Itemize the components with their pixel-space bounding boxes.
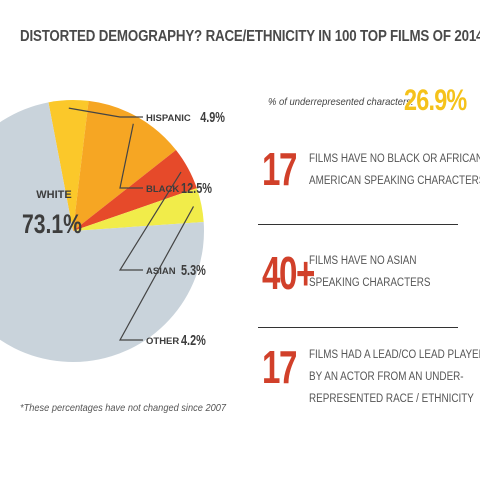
chart-title: DISTORTED DEMOGRAPHY? RACE/ETHNICITY IN … xyxy=(20,28,480,45)
leader-line-other xyxy=(118,206,195,341)
pie-slice-hispanic xyxy=(48,99,89,231)
underrepresented-value: 26.9% xyxy=(404,84,467,117)
label-asian: ASIAN xyxy=(146,266,176,277)
value-other: 4.2% xyxy=(181,332,206,349)
label-white: WHITE xyxy=(36,189,71,201)
divider-1 xyxy=(258,224,458,225)
stat-3-line-1: FILMS HAD A LEAD/CO LEAD PLAYED xyxy=(309,349,480,361)
stat-number-3: 17 xyxy=(262,341,297,393)
stat-1-line-2: AMERICAN SPEAKING CHARACTERS xyxy=(309,175,480,187)
stat-text-2: FILMS HAVE NO ASIAN SPEAKING CHARACTERS xyxy=(309,250,430,294)
pie-labels: HISPANIC 4.9% BLACK 12.5% ASIAN 5.3% OTHER 4.2%… xyxy=(22,109,225,349)
value-asian: 5.3% xyxy=(181,262,206,279)
value-hispanic: 4.9% xyxy=(200,109,225,126)
stat-3-line-3: REPRESENTED RACE / ETHNICITY xyxy=(309,393,474,405)
pie-slice-white xyxy=(0,102,205,362)
stat-3-line-2: BY AN ACTOR FROM AN UNDER- xyxy=(309,371,464,383)
label-black: BLACK xyxy=(146,184,179,195)
pie-slice-asian xyxy=(73,150,197,231)
value-white: 73.1% xyxy=(22,209,82,239)
stat-number-1: 17 xyxy=(262,143,297,195)
leader-line-black xyxy=(119,123,143,189)
underrepresented-label: % of underrepresented characters: xyxy=(268,96,414,108)
pie-slices xyxy=(0,99,205,362)
pie-slice-other xyxy=(73,188,204,231)
leader-line-asian xyxy=(118,171,182,271)
value-black: 12.5% xyxy=(181,180,212,197)
footnote: *These percentages have not changed sinc… xyxy=(20,402,227,414)
stat-2-line-2: SPEAKING CHARACTERS xyxy=(309,277,431,289)
leader-line-hispanic xyxy=(68,107,143,118)
stat-1-line-1: FILMS HAVE NO BLACK OR AFRICAN xyxy=(309,153,480,165)
stat-text-1: FILMS HAVE NO BLACK OR AFRICAN AMERICAN … xyxy=(309,148,480,192)
stat-number-2: 40+ xyxy=(262,247,315,299)
stat-text-3: FILMS HAD A LEAD/CO LEAD PLAYED BY AN AC… xyxy=(309,344,480,410)
pie-leader-lines xyxy=(68,107,195,341)
stat-2-line-1: FILMS HAVE NO ASIAN xyxy=(309,255,417,267)
label-hispanic: HISPANIC xyxy=(146,113,191,124)
divider-2 xyxy=(258,327,458,328)
label-other: OTHER xyxy=(146,336,179,347)
